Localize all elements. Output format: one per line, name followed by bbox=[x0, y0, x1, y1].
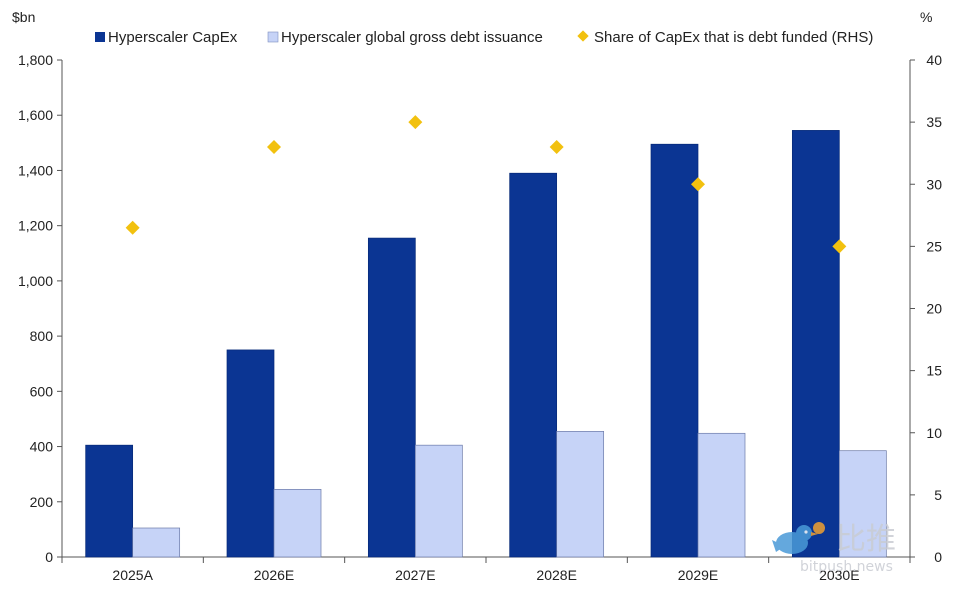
y-right-tick-label: 10 bbox=[926, 425, 942, 441]
legend-label-debt: Hyperscaler global gross debt issuance bbox=[281, 29, 543, 46]
bar-debt-issuance bbox=[414, 444, 463, 558]
bar-debt-issuance bbox=[838, 450, 887, 558]
y-right-ticks: 0 5 10 15 20 25 30 35 40 bbox=[910, 52, 942, 565]
y-left-tick-label: 200 bbox=[30, 494, 54, 510]
share-marker bbox=[832, 239, 847, 254]
y-right-tick-label: 40 bbox=[926, 52, 942, 68]
legend-label-share: Share of CapEx that is debt funded (RHS) bbox=[594, 29, 873, 46]
watermark-text: 比推 bbox=[836, 522, 896, 557]
y-left-tick-label: 1,800 bbox=[18, 52, 53, 68]
share-marker bbox=[691, 177, 705, 192]
legend-label-capex: Hyperscaler CapEx bbox=[108, 29, 238, 46]
bar-debt-issuance bbox=[273, 489, 322, 558]
bar-capex bbox=[650, 143, 699, 558]
share-marker bbox=[408, 115, 423, 130]
share-marker bbox=[125, 220, 140, 235]
x-tick-label: 2028E bbox=[536, 567, 576, 583]
y-left-unit: $bn bbox=[12, 9, 35, 25]
y-left-tick-label: 400 bbox=[30, 439, 54, 455]
y-left-tick-label: 1,600 bbox=[18, 107, 53, 123]
bar-debt-issuance bbox=[132, 527, 181, 558]
y-right-tick-label: 0 bbox=[934, 549, 942, 565]
y-left-tick-label: 800 bbox=[30, 328, 54, 344]
bird-icon bbox=[772, 522, 825, 554]
y-right-unit: % bbox=[920, 9, 932, 25]
x-tick-label: 2030E bbox=[819, 567, 859, 583]
x-tick-label: 2029E bbox=[678, 567, 718, 583]
y-right-tick-label: 15 bbox=[926, 363, 942, 379]
x-tick-label: 2027E bbox=[395, 567, 435, 583]
bar-capex bbox=[367, 237, 416, 558]
y-left-ticks: 0 200 400 600 800 1,000 1,200 1,400 1,600 1,800 bbox=[18, 52, 62, 565]
watermark: 比推 bitpush.news bbox=[772, 522, 896, 575]
y-left-tick-label: 0 bbox=[45, 549, 53, 565]
bar-capex bbox=[226, 349, 275, 558]
x-tick-label: 2025A bbox=[112, 567, 153, 583]
bars bbox=[85, 130, 887, 558]
bar-debt-issuance bbox=[697, 432, 746, 558]
share-marker bbox=[267, 139, 281, 154]
x-tick-label: 2026E bbox=[254, 567, 294, 583]
y-left-tick-label: 600 bbox=[30, 383, 54, 399]
y-left-tick-label: 1,000 bbox=[18, 273, 53, 289]
y-right-tick-label: 20 bbox=[926, 301, 942, 317]
legend-swatch-debt bbox=[267, 31, 279, 43]
legend-swatch-share bbox=[577, 30, 589, 42]
x-ticks: 2025A 2026E 2027E 2028E 2029E 2030E bbox=[61, 557, 911, 583]
y-right-tick-label: 5 bbox=[934, 487, 942, 503]
y-right-tick-label: 35 bbox=[926, 114, 942, 130]
legend-swatch-capex bbox=[95, 32, 105, 42]
share-marker bbox=[549, 139, 564, 154]
y-left-tick-label: 1,200 bbox=[18, 218, 53, 234]
bar-capex bbox=[85, 444, 134, 558]
y-right-tick-label: 30 bbox=[926, 176, 942, 192]
bar-capex bbox=[791, 130, 840, 558]
bar-capex bbox=[509, 172, 558, 558]
y-left-tick-label: 1,400 bbox=[18, 162, 53, 178]
bar-debt-issuance bbox=[556, 431, 605, 558]
y-right-tick-label: 25 bbox=[926, 238, 942, 254]
watermark-subtext: bitpush.news bbox=[800, 559, 893, 575]
legend: Hyperscaler CapEx Hyperscaler global gro… bbox=[95, 29, 873, 46]
share-markers bbox=[125, 115, 847, 254]
